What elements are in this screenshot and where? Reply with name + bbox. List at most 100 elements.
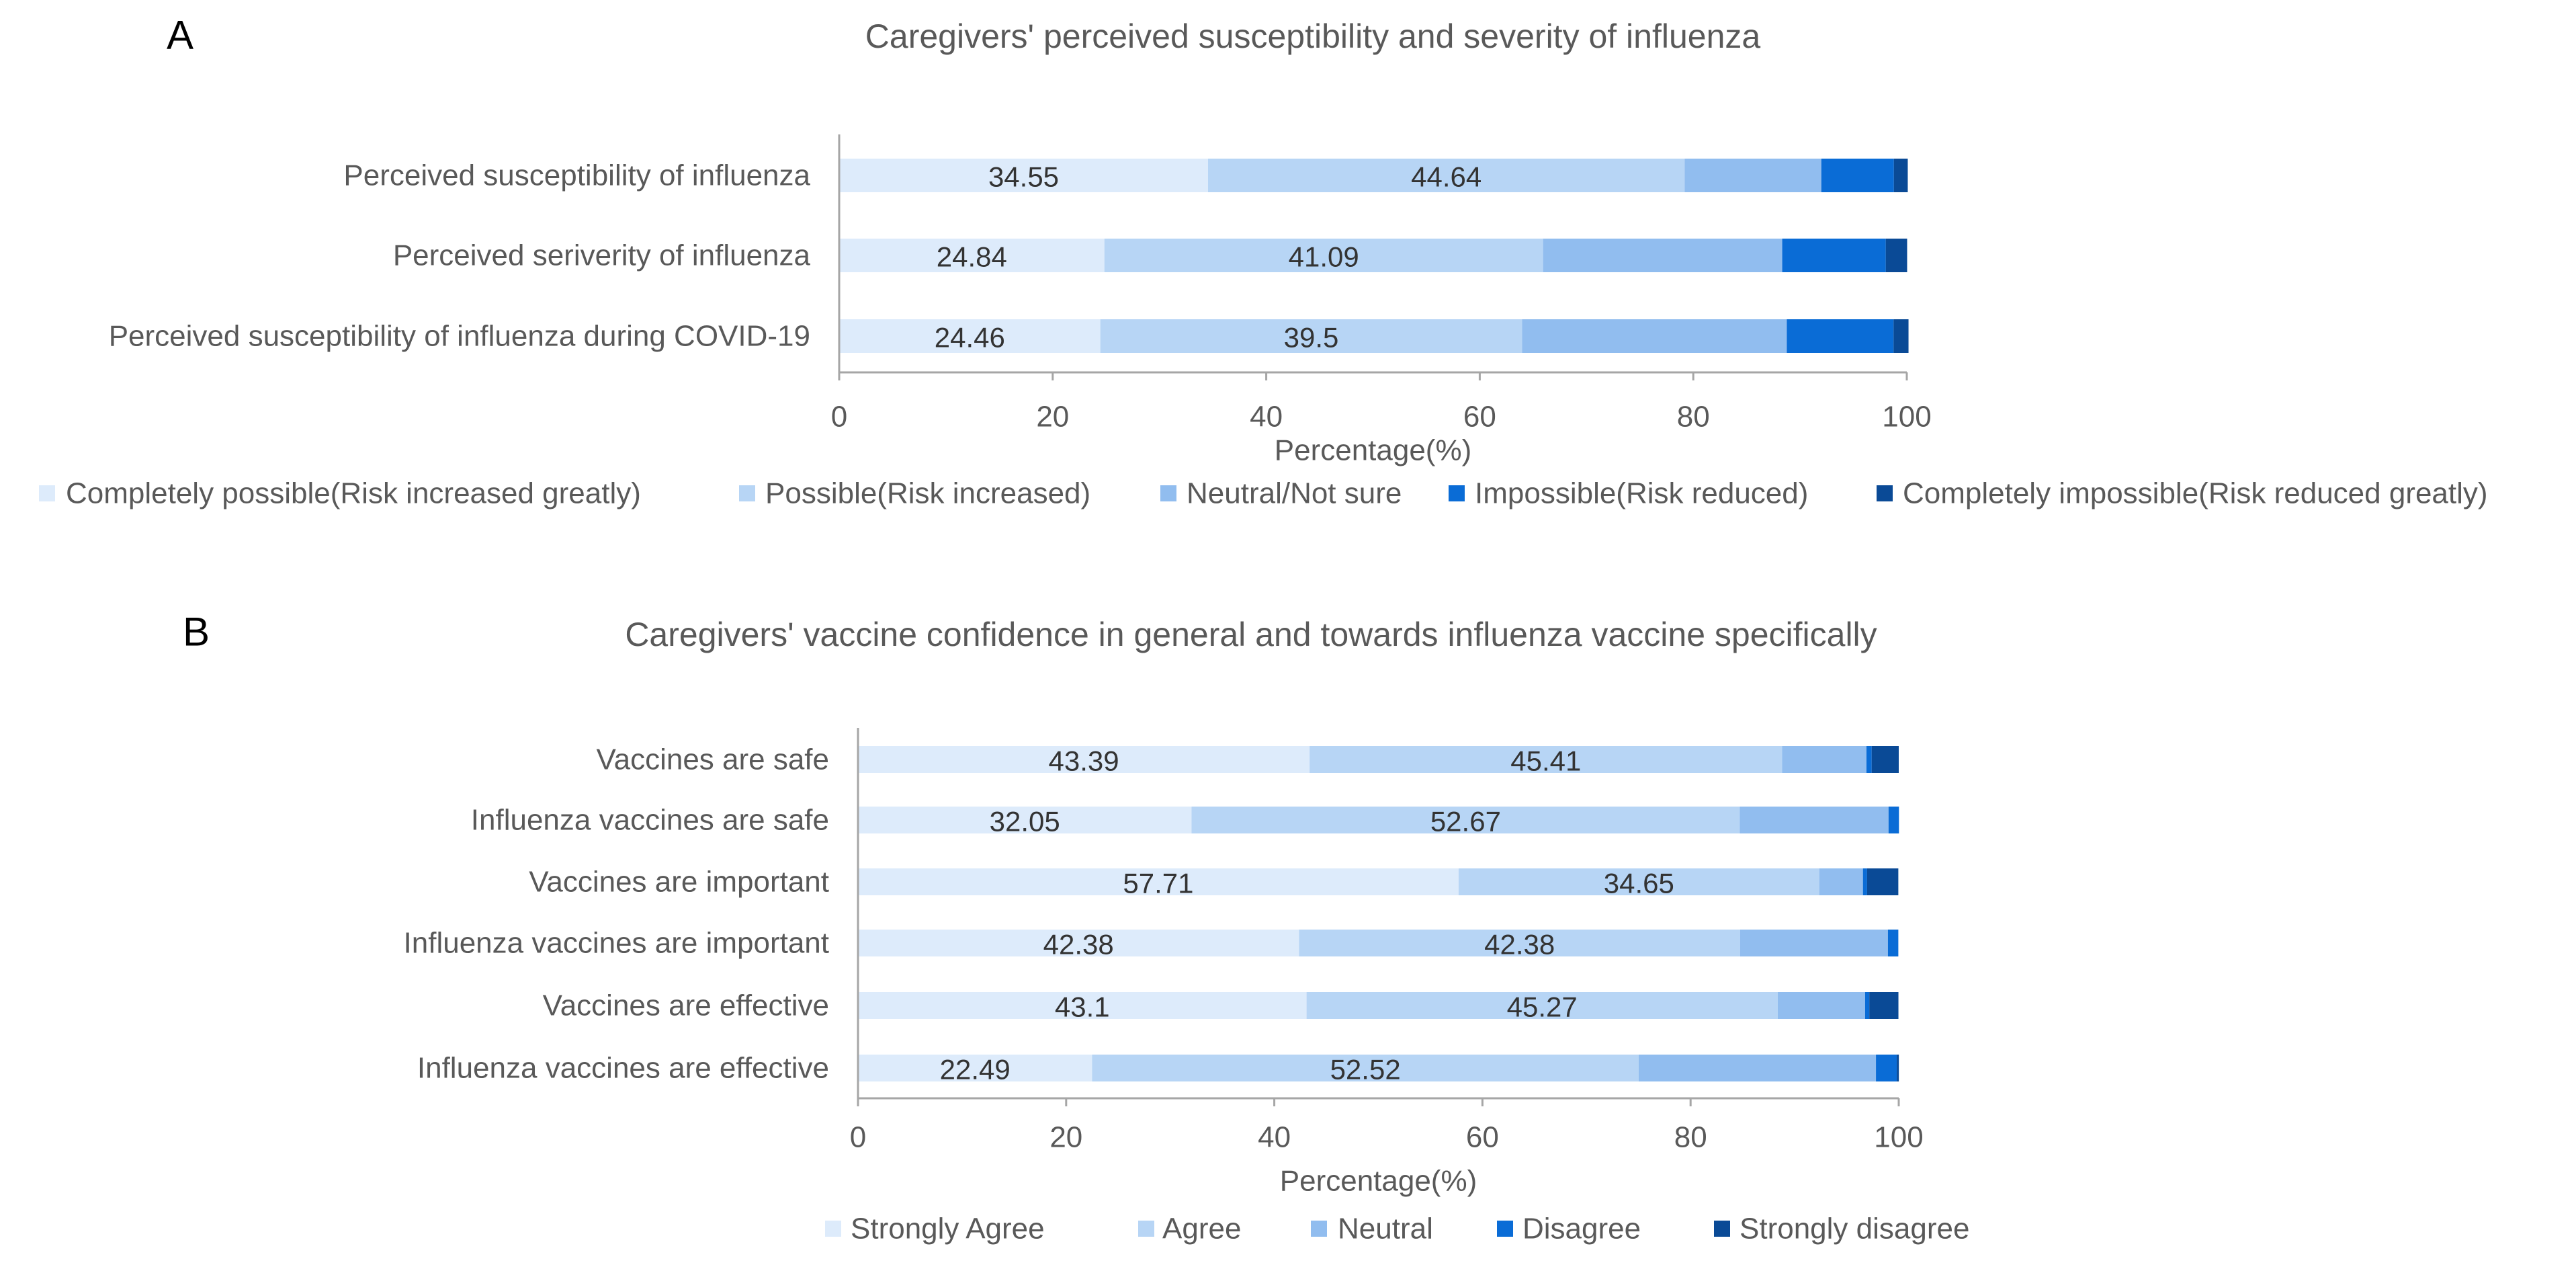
- data-label: 44.64: [1411, 161, 1482, 193]
- bar-segment: [1866, 868, 1899, 895]
- bar-segment: [858, 807, 1192, 833]
- bar-segment: [1866, 746, 1872, 773]
- category-label: Perceived seriverity of influenza: [393, 239, 811, 272]
- bar-segment: [1782, 746, 1866, 773]
- bar-segment: [858, 746, 1310, 773]
- bar-segment: [1871, 746, 1899, 773]
- x-tick-label: 20: [1036, 401, 1069, 434]
- bar-segment: [1306, 992, 1778, 1019]
- bar-segment: [1740, 930, 1888, 956]
- legend-swatch: [1449, 485, 1465, 501]
- chart-panel-a: A Caregivers' perceived susceptibility an…: [39, 13, 2488, 510]
- bar-segment: [1819, 868, 1863, 895]
- legend-swatch: [1497, 1221, 1513, 1237]
- x-tick-label: 60: [1466, 1121, 1499, 1154]
- data-label: 43.1: [1055, 991, 1110, 1023]
- bar-segment: [1207, 159, 1685, 192]
- bar-segment: [858, 992, 1307, 1019]
- x-tick-label: 100: [1874, 1121, 1923, 1154]
- data-label: 24.46: [935, 322, 1005, 354]
- x-tick-label: 0: [831, 401, 847, 434]
- bar-segment: [1821, 159, 1894, 192]
- data-label: 24.84: [937, 241, 1007, 273]
- legend-entry: Strongly Agree: [851, 1213, 1045, 1245]
- bar-segment: [1869, 992, 1899, 1019]
- legend-entry: Completely possible(Risk increased great…: [66, 477, 641, 510]
- category-label: Vaccines are important: [529, 866, 829, 899]
- bar-segment: [858, 1055, 1092, 1081]
- legend-entry: Neutral: [1338, 1213, 1433, 1245]
- data-label: 57.71: [1123, 868, 1193, 899]
- panel-letter: B: [183, 610, 210, 655]
- legend-entry: Possible(Risk increased): [765, 477, 1090, 510]
- category-label: Vaccines are effective: [543, 989, 829, 1022]
- data-label: 45.27: [1507, 991, 1578, 1023]
- data-label: 41.09: [1289, 241, 1359, 273]
- bar-segment: [1787, 319, 1894, 353]
- bar-segment: [1777, 992, 1865, 1019]
- category-label: Influenza vaccines are effective: [417, 1052, 829, 1085]
- chart-panel-b: B Caregivers' vaccine confidence in gener…: [183, 610, 1969, 1245]
- x-axis-label: Percentage(%): [1275, 434, 1471, 467]
- data-label: 45.41: [1510, 745, 1581, 777]
- x-tick-label: 40: [1250, 401, 1283, 434]
- data-label: 52.67: [1430, 806, 1501, 837]
- x-tick-label: 40: [1258, 1121, 1291, 1154]
- bar-segment: [1782, 239, 1886, 272]
- chart-title: Caregivers' perceived susceptibility and…: [865, 17, 1761, 55]
- legend-entry: Agree: [1162, 1213, 1241, 1245]
- legend-swatch: [1311, 1221, 1327, 1237]
- category-label: Perceived susceptibility of influenza du…: [109, 320, 810, 353]
- chart-title: Caregivers' vaccine confidence in genera…: [625, 616, 1877, 653]
- bar-segment: [1310, 746, 1783, 773]
- bar-segment: [1299, 930, 1740, 956]
- x-tick-label: 80: [1677, 401, 1710, 434]
- bar-segment: [1522, 319, 1787, 353]
- bar-segment: [1864, 992, 1870, 1019]
- bar-segment: [1740, 807, 1889, 833]
- data-label: 34.55: [988, 161, 1059, 193]
- legend-entry: Completely impossible(Risk reduced great…: [1903, 477, 2488, 510]
- category-label: Vaccines are safe: [597, 743, 829, 776]
- category-label: Influenza vaccines are important: [404, 927, 829, 960]
- legend-swatch: [1877, 485, 1893, 501]
- legend-swatch: [1138, 1221, 1154, 1237]
- bar-segment: [1885, 239, 1907, 272]
- legend-swatch: [39, 485, 55, 501]
- bar-segment: [858, 868, 1459, 895]
- bar-segment: [1862, 868, 1867, 895]
- x-tick-label: 100: [1882, 401, 1931, 434]
- bar-segment: [1897, 1055, 1899, 1081]
- legend-swatch: [739, 485, 755, 501]
- data-label: 39.5: [1284, 322, 1339, 354]
- x-tick-label: 0: [850, 1121, 866, 1154]
- panel-letter: A: [167, 13, 194, 58]
- legend-swatch: [1714, 1221, 1730, 1237]
- legend-entry: Impossible(Risk reduced): [1475, 477, 1808, 510]
- x-tick-label: 20: [1049, 1121, 1082, 1154]
- x-axis-label: Percentage(%): [1280, 1165, 1477, 1198]
- data-label: 43.39: [1049, 745, 1119, 777]
- data-label: 42.38: [1043, 929, 1114, 960]
- x-tick-label: 80: [1674, 1121, 1707, 1154]
- bar-segment: [1893, 319, 1909, 353]
- bar-segment: [1893, 159, 1908, 192]
- data-label: 22.49: [940, 1054, 1011, 1086]
- bar-segment: [839, 159, 1208, 192]
- data-label: 32.05: [990, 806, 1060, 837]
- bar-segment: [1638, 1055, 1877, 1081]
- data-label: 42.38: [1484, 929, 1555, 960]
- bar-segment: [1876, 1055, 1897, 1081]
- category-label: Influenza vaccines are safe: [471, 804, 829, 837]
- bar-segment: [839, 319, 1101, 353]
- bar-segment: [839, 239, 1105, 272]
- legend-entry: Neutral/Not sure: [1187, 477, 1402, 510]
- bar-segment: [1543, 239, 1783, 272]
- bar-segment: [1092, 1055, 1639, 1081]
- bar-segment: [1458, 868, 1819, 895]
- bar-segment: [1100, 319, 1522, 353]
- data-label: 52.52: [1330, 1054, 1401, 1086]
- bar-segment: [1684, 159, 1821, 192]
- bar-segment: [1888, 807, 1899, 833]
